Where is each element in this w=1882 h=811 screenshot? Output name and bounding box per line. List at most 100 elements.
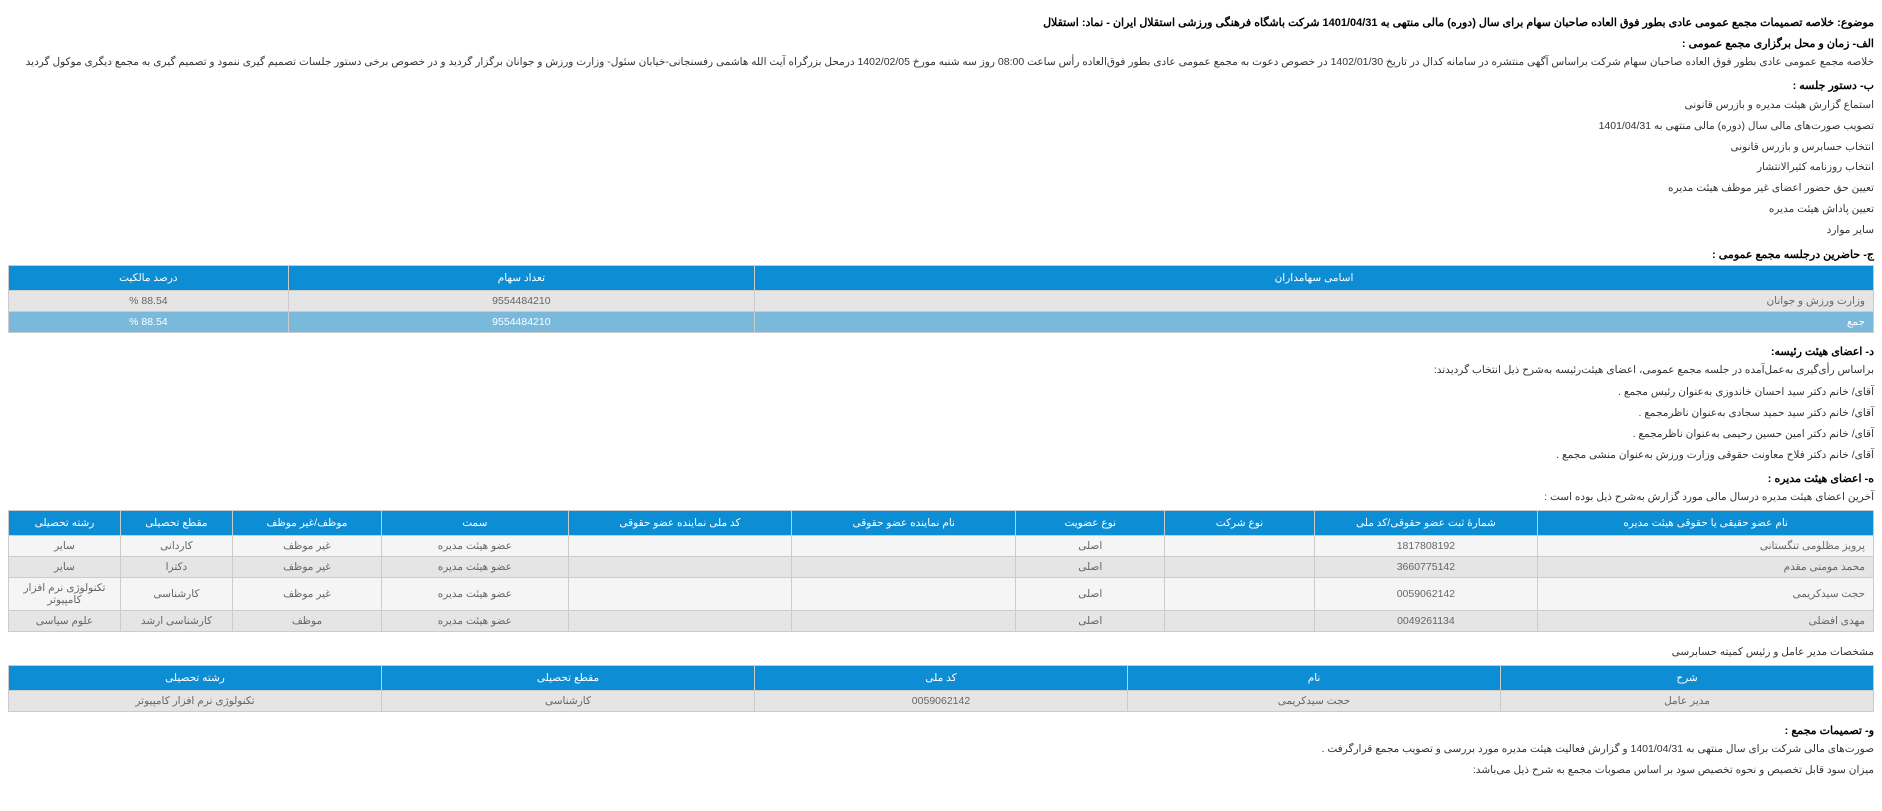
cell-id: 3660775142 xyxy=(1314,557,1538,578)
agenda-item: سایر موارد xyxy=(8,221,1874,240)
col-company-type: نوع شرکت xyxy=(1165,511,1314,536)
col-ceo-id: کد ملی xyxy=(755,665,1128,690)
col-ceo-name: نام xyxy=(1128,665,1501,690)
cell-name: حجت سیدکریمی xyxy=(1538,578,1874,611)
cell-field: سایر xyxy=(9,536,121,557)
cell-position: عضو هیئت مدیره xyxy=(382,536,569,557)
cell-name: پرویز مظلومی تنگستانی xyxy=(1538,536,1874,557)
col-degree: مقطع تحصیلی xyxy=(120,511,232,536)
section-e-intro: آخرین اعضای هیئت مدیره درسال مالی مورد گ… xyxy=(8,489,1874,506)
cell-position: عضو هیئت مدیره xyxy=(382,611,569,632)
subject-label: موضوع: xyxy=(1837,17,1874,29)
cell-obligated: غیر موظف xyxy=(232,557,381,578)
cell-id: 1817808192 xyxy=(1314,536,1538,557)
section-f-line1: صورت‌های مالی شرکت برای سال منتهی به 140… xyxy=(8,741,1874,758)
cell-shares: 9554484210 xyxy=(288,291,754,312)
cell-field: سایر xyxy=(9,557,121,578)
table-row: حجت سیدکریمی0059062142 اصلی عضو هیئت مدیره… xyxy=(9,578,1874,611)
cell-rep-name xyxy=(792,611,1016,632)
agenda-item: تصویب صورت‌های مالی سال (دوره) مالی منته… xyxy=(8,117,1874,136)
col-percent: درصد مالکیت xyxy=(9,266,289,291)
cell-member-type: اصلی xyxy=(1016,611,1165,632)
cell-degree: دکترا xyxy=(120,557,232,578)
cell-rep-name xyxy=(792,536,1016,557)
subject-line: موضوع: خلاصه تصمیمات مجمع عمومی عادی بطو… xyxy=(8,16,1874,29)
presidium-item: آقای/ خانم دکتر امین حسین رحیمی به‌عنوان… xyxy=(8,425,1874,444)
cell-rep-id xyxy=(568,611,792,632)
total-row: جمع955448421088.54 % xyxy=(9,312,1874,333)
subject-text: خلاصه تصمیمات مجمع عمومی عادی بطور فوق ا… xyxy=(1043,17,1834,29)
cell-rep-name xyxy=(792,557,1016,578)
agenda-item: تعیین پاداش هیئت مدیره xyxy=(8,200,1874,219)
cell-rep-id xyxy=(568,578,792,611)
col-board-name: نام عضو حقیقی یا حقوقی هیئت مدیره xyxy=(1538,511,1874,536)
cell-member-type: اصلی xyxy=(1016,557,1165,578)
col-rep-id: کد ملی نماینده عضو حقوقی xyxy=(568,511,792,536)
section-b-title: ب- دستور جلسه : xyxy=(8,79,1874,92)
presidium-item: آقای/ خانم دکتر سید احسان خاندوزی به‌عنو… xyxy=(8,383,1874,402)
shareholders-table: اسامی سهامداران تعداد سهام درصد مالکیت و… xyxy=(8,265,1874,333)
section-d-intro: براساس رأی‌گیری به‌عمل‌آمده در جلسه مجمع… xyxy=(8,362,1874,379)
col-position: سمت xyxy=(382,511,569,536)
cell-member-type: اصلی xyxy=(1016,578,1165,611)
agenda-item: انتخاب حسابرس و بازرس قانونی xyxy=(8,138,1874,157)
cell-name: مهدی افضلی xyxy=(1538,611,1874,632)
agenda-list: استماع گزارش هیئت مدیره و بازرس قانونی تص… xyxy=(8,96,1874,240)
cell-total-shares: 9554484210 xyxy=(288,312,754,333)
col-ceo-desc: شرح xyxy=(1501,665,1874,690)
cell-rep-id xyxy=(568,557,792,578)
presidium-list: آقای/ خانم دکتر سید احسان خاندوزی به‌عنو… xyxy=(8,383,1874,465)
col-member-type: نوع عضویت xyxy=(1016,511,1165,536)
col-board-id: شمارۀ ثبت عضو حقوقی/کد ملی xyxy=(1314,511,1538,536)
presidium-item: آقای/ خانم دکتر فلاح معاونت حقوقی وزارت … xyxy=(8,446,1874,465)
agenda-item: تعیین حق حضور اعضای غیر موظف هیئت مدیره xyxy=(8,179,1874,198)
cell-degree: کارشناسی xyxy=(382,690,755,711)
section-f-line2: میزان سود قابل تخصیص و نحوه تخصیص سود بر… xyxy=(8,762,1874,779)
cell-company-type xyxy=(1165,578,1314,611)
cell-member-type: اصلی xyxy=(1016,536,1165,557)
board-table: نام عضو حقیقی یا حقوقی هیئت مدیره شمارۀ … xyxy=(8,510,1874,632)
col-ceo-field: رشته تحصیلی xyxy=(9,665,382,690)
cell-field: علوم سیاسی xyxy=(9,611,121,632)
presidium-item: آقای/ خانم دکتر سید حمید سجادی به‌عنوان … xyxy=(8,404,1874,423)
cell-rep-id xyxy=(568,536,792,557)
table-row: مهدی افضلی0049261134 اصلی عضو هیئت مدیرهمو… xyxy=(9,611,1874,632)
ceo-section-title: مشخصات مدیر عامل و رئیس کمیته حسابرسی xyxy=(8,644,1874,661)
cell-id: 0059062142 xyxy=(755,690,1128,711)
section-f-title: و- تصمیمات مجمع : xyxy=(8,724,1874,737)
cell-company-type xyxy=(1165,611,1314,632)
table-row: محمد مومنی مقدم3660775142اصلیعضو هیئت مد… xyxy=(9,557,1874,578)
cell-id: 0049261134 xyxy=(1314,611,1538,632)
section-c-title: ج- حاضرین درجلسه مجمع عمومی : xyxy=(8,248,1874,261)
cell-rep-name xyxy=(792,578,1016,611)
cell-name: وزارت ورزش و جوانان xyxy=(755,291,1874,312)
table-row: پرویز مظلومی تنگستانی1817808192 اصلی عضو ه… xyxy=(9,536,1874,557)
cell-company-type xyxy=(1165,557,1314,578)
section-d-title: د- اعضای هیئت رئیسه: xyxy=(8,345,1874,358)
section-a-title: الف- زمان و محل برگزاری مجمع عمومی : xyxy=(8,37,1874,50)
ceo-table: شرح نام کد ملی مقطع تحصیلی رشته تحصیلی م… xyxy=(8,665,1874,712)
cell-field: تکنولوژی نرم افزار کامپیوتر xyxy=(9,690,382,711)
cell-position: عضو هیئت مدیره xyxy=(382,557,569,578)
agenda-item: انتخاب روزنامه کثیرالانتشار xyxy=(8,158,1874,177)
cell-obligated: غیر موظف xyxy=(232,536,381,557)
table-row: وزارت ورزش و جوانان955448421088.54 % xyxy=(9,291,1874,312)
cell-obligated: موظف xyxy=(232,611,381,632)
col-field: رشته تحصیلی xyxy=(9,511,121,536)
cell-id: 0059062142 xyxy=(1314,578,1538,611)
cell-desc: مدیر عامل xyxy=(1501,690,1874,711)
cell-company-type xyxy=(1165,536,1314,557)
cell-position: عضو هیئت مدیره xyxy=(382,578,569,611)
cell-degree: کارشناسی xyxy=(120,578,232,611)
cell-field: تکنولوژی نرم افزار کامپیوتر xyxy=(9,578,121,611)
col-ceo-degree: مقطع تحصیلی xyxy=(382,665,755,690)
section-a-text: خلاصه مجمع عمومی عادی بطور فوق العاده صا… xyxy=(8,54,1874,71)
cell-obligated: غیر موظف xyxy=(232,578,381,611)
col-shareholder-name: اسامی سهامداران xyxy=(755,266,1874,291)
cell-degree: کارشناسی ارشد xyxy=(120,611,232,632)
cell-degree: کاردانی xyxy=(120,536,232,557)
cell-total-percent: 88.54 % xyxy=(9,312,289,333)
col-obligated: موظف/غیر موظف xyxy=(232,511,381,536)
agenda-item: استماع گزارش هیئت مدیره و بازرس قانونی xyxy=(8,96,1874,115)
col-rep-name: نام نماینده عضو حقوقی xyxy=(792,511,1016,536)
